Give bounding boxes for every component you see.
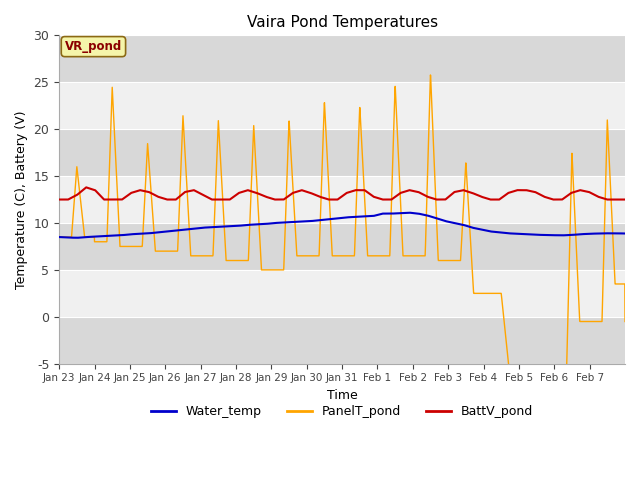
PanelT_pond	[171, 248, 179, 254]
Bar	[59, 270, 625, 317]
Bar	[59, 129, 625, 176]
BattV_pond	[415, 189, 422, 195]
BattV_pond	[615, 197, 623, 203]
Bar	[59, 176, 625, 223]
Bar	[59, 82, 625, 129]
Water_temp	[172, 228, 179, 233]
Water_temp	[406, 210, 413, 216]
Line: PanelT_pond: PanelT_pond	[59, 75, 625, 369]
BattV_pond	[621, 197, 629, 203]
Bar	[59, 36, 625, 82]
Water_temp	[615, 230, 623, 236]
BattV_pond	[55, 197, 63, 203]
Water_temp	[415, 211, 423, 216]
BattV_pond	[83, 184, 90, 190]
BattV_pond	[535, 191, 543, 197]
PanelT_pond	[535, 366, 543, 372]
PanelT_pond	[615, 281, 623, 287]
Text: VR_pond: VR_pond	[65, 40, 122, 53]
BattV_pond	[501, 192, 509, 198]
X-axis label: Time: Time	[326, 389, 358, 402]
Y-axis label: Temperature (C), Battery (V): Temperature (C), Battery (V)	[15, 110, 28, 289]
PanelT_pond	[55, 234, 63, 240]
Line: BattV_pond: BattV_pond	[59, 187, 625, 200]
Water_temp	[55, 234, 63, 240]
PanelT_pond	[501, 324, 509, 330]
PanelT_pond	[427, 72, 435, 78]
PanelT_pond	[465, 206, 472, 212]
PanelT_pond	[415, 253, 422, 259]
Bar	[59, 223, 625, 270]
Water_temp	[73, 235, 81, 240]
Water_temp	[621, 230, 629, 236]
BattV_pond	[172, 197, 179, 203]
Water_temp	[535, 232, 543, 238]
PanelT_pond	[506, 366, 513, 372]
PanelT_pond	[621, 319, 629, 324]
Water_temp	[501, 230, 509, 236]
Line: Water_temp: Water_temp	[59, 213, 625, 238]
BattV_pond	[465, 189, 472, 195]
Title: Vaira Pond Temperatures: Vaira Pond Temperatures	[246, 15, 438, 30]
Legend: Water_temp, PanelT_pond, BattV_pond: Water_temp, PanelT_pond, BattV_pond	[146, 400, 538, 423]
Bar	[59, 317, 625, 364]
Water_temp	[465, 224, 473, 229]
